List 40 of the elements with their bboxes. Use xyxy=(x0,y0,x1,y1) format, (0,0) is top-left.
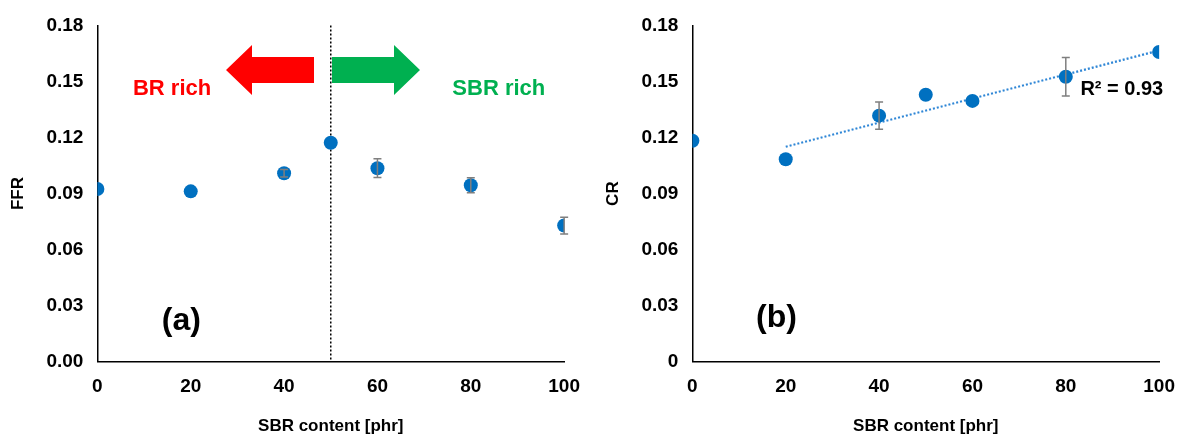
x-tick-label: 20 xyxy=(775,375,797,397)
x-tick-label: 20 xyxy=(180,375,202,397)
x-tick-label: 0 xyxy=(92,375,103,397)
y-axis-title: CR xyxy=(602,181,622,206)
y-tick-label: 0.12 xyxy=(641,125,679,147)
point xyxy=(918,87,933,102)
annotation: BR rich xyxy=(132,75,212,101)
annotation: (b) xyxy=(755,297,797,334)
x-tick-label: 40 xyxy=(868,375,890,397)
point xyxy=(778,152,793,167)
y-tick-label: 0.15 xyxy=(46,69,84,91)
y-tick-label: 0.12 xyxy=(46,125,84,147)
y-tick-label: 0.09 xyxy=(46,181,84,203)
y-tick-label: 0.18 xyxy=(641,13,679,35)
annotation: SBR rich xyxy=(452,75,546,101)
x-tick-label: 60 xyxy=(961,375,984,397)
y-tick-label: 0.03 xyxy=(641,293,679,315)
x-tick-label: 0 xyxy=(687,375,698,397)
x-tick-label: 80 xyxy=(1055,375,1077,397)
y-tick-label: 0.03 xyxy=(46,293,84,315)
x-axis-title: SBR content [phr] xyxy=(853,416,999,436)
y-tick-label: 0.06 xyxy=(46,237,84,259)
point xyxy=(323,135,338,150)
x-tick-label: 100 xyxy=(548,375,580,397)
x-axis-title: SBR content [phr] xyxy=(258,416,404,436)
annotation: (a) xyxy=(161,301,201,338)
x-tick-label: 100 xyxy=(1143,375,1175,397)
y-tick-label: 0.18 xyxy=(46,13,84,35)
annotation: R² = 0.93 xyxy=(1080,76,1164,99)
x-tick-label: 60 xyxy=(366,375,389,397)
point xyxy=(183,184,198,199)
x-tick-label: 40 xyxy=(273,375,295,397)
y-tick-label: 0.09 xyxy=(641,181,679,203)
x-tick-label: 80 xyxy=(460,375,482,397)
y-tick-label: 0.15 xyxy=(641,69,679,91)
point xyxy=(965,93,980,108)
y-tick-label: 0.00 xyxy=(46,350,84,372)
y-axis-title: FFR xyxy=(7,177,27,211)
y-tick-label: 0.06 xyxy=(641,237,679,259)
y-tick-label: 0 xyxy=(667,350,679,372)
